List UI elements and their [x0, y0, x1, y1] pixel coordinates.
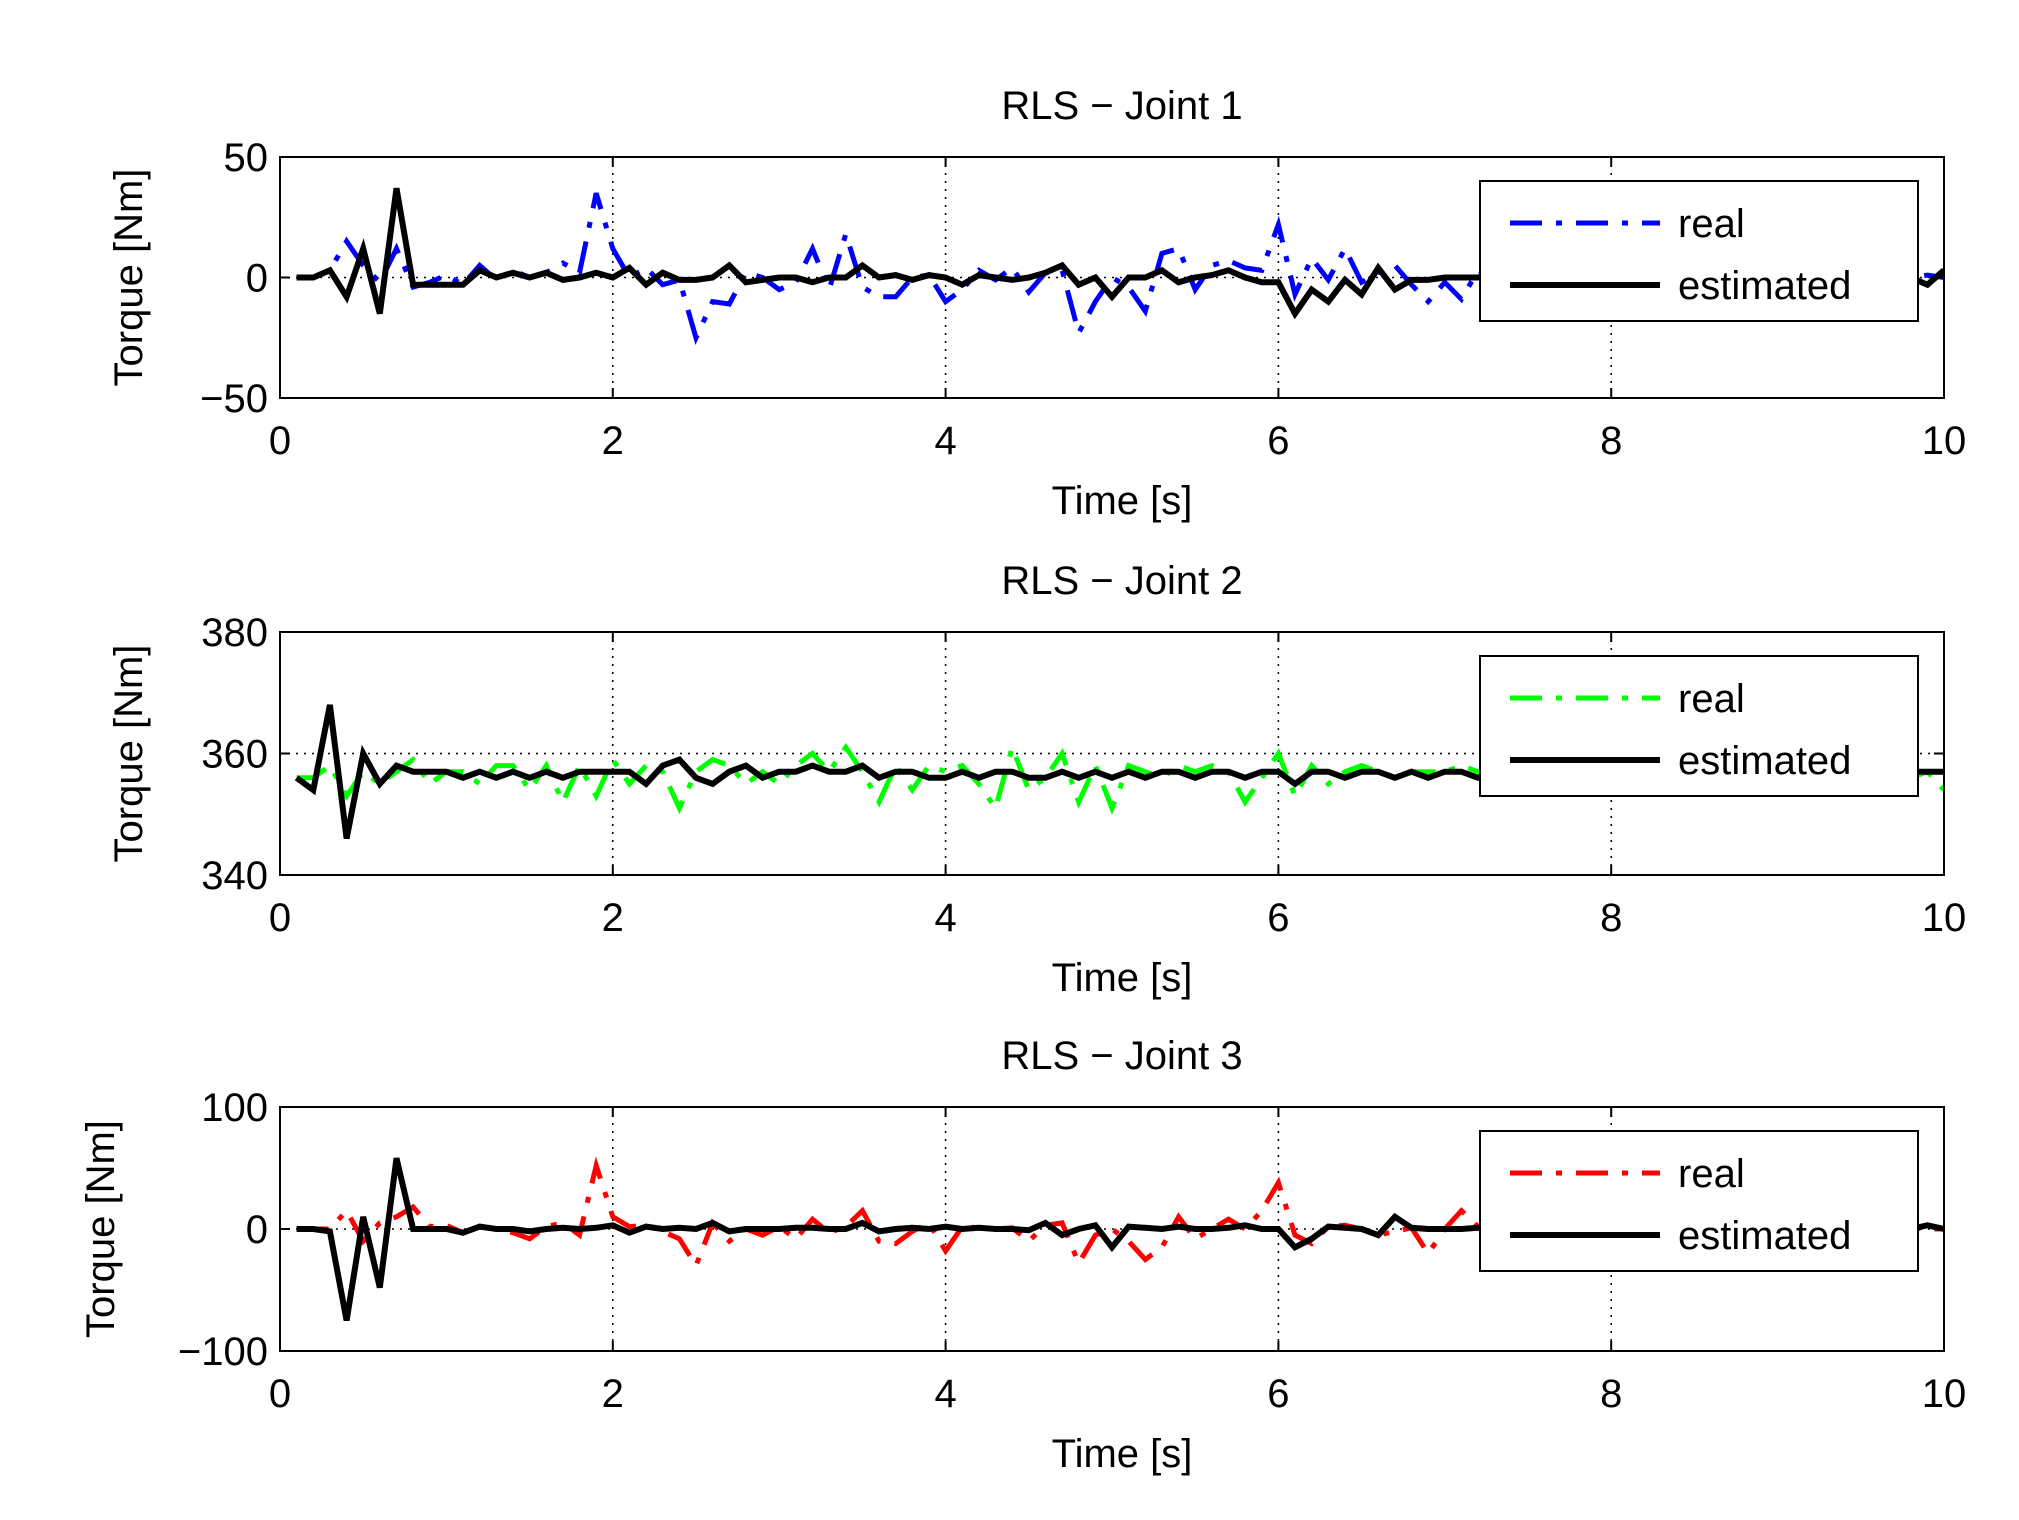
- ytick-label-3-2: 100: [201, 1086, 268, 1130]
- xtick-label-3-3: 6: [1267, 1372, 1289, 1416]
- xtick-label-2-0: 0: [269, 896, 291, 940]
- xtick-label-1-1: 2: [602, 419, 624, 463]
- xtick-label-3-1: 2: [602, 1372, 624, 1416]
- xtick-label-2-5: 10: [1922, 896, 1967, 940]
- xtick-label-1-2: 4: [934, 419, 956, 463]
- legend-joint-1: real estimated: [1479, 180, 1919, 322]
- ytick-label-1-0: −50: [200, 377, 268, 421]
- ylabel-joint-3: Torque [Nm]: [79, 1120, 123, 1338]
- xtick-label-3-5: 10: [1922, 1372, 1967, 1416]
- xtick-label-1-5: 10: [1922, 419, 1967, 463]
- xtick-label-2-3: 6: [1267, 896, 1289, 940]
- ytick-label-3-1: 0: [246, 1208, 268, 1252]
- xlabel-joint-1: Time [s]: [1052, 479, 1193, 523]
- legend-joint-2: real estimated: [1479, 655, 1919, 797]
- ylabel-joint-2: Torque [Nm]: [107, 645, 151, 863]
- xlabel-joint-2: Time [s]: [1052, 956, 1193, 1000]
- legend-box-joint-1: [1479, 180, 1919, 322]
- xtick-label-1-3: 6: [1267, 419, 1289, 463]
- ticks-joint-2: 0 2 4 6 8 10 340 360 380: [201, 611, 1966, 940]
- ytick-label-1-2: 50: [224, 136, 269, 180]
- ytick-label-2-0: 340: [201, 854, 268, 898]
- legend-joint-3: real estimated: [1479, 1130, 1919, 1272]
- xtick-label-1-4: 8: [1600, 419, 1622, 463]
- legend-label-estimated-joint-1: estimated: [1678, 264, 1851, 308]
- title-joint-1: RLS − Joint 1: [1001, 84, 1242, 128]
- ytick-label-2-1: 360: [201, 733, 268, 777]
- legend-label-real-joint-1: real: [1678, 202, 1745, 246]
- legend-box-joint-3: [1479, 1130, 1919, 1272]
- ylabel-joint-1: Torque [Nm]: [107, 169, 151, 387]
- legend-label-estimated-joint-2: estimated: [1678, 739, 1851, 783]
- legend-box-joint-2: [1479, 655, 1919, 797]
- legend-label-real-joint-2: real: [1678, 677, 1745, 721]
- xlabel-joint-3: Time [s]: [1052, 1432, 1193, 1476]
- xtick-label-3-0: 0: [269, 1372, 291, 1416]
- ytick-label-3-0: −100: [178, 1330, 268, 1374]
- title-joint-2: RLS − Joint 2: [1001, 559, 1242, 603]
- title-joint-3: RLS − Joint 3: [1001, 1034, 1242, 1078]
- xtick-label-2-1: 2: [602, 896, 624, 940]
- xtick-label-3-4: 8: [1600, 1372, 1622, 1416]
- legend-label-estimated-joint-3: estimated: [1678, 1214, 1851, 1258]
- xtick-label-2-2: 4: [934, 896, 956, 940]
- legend-label-real-joint-3: real: [1678, 1152, 1745, 1196]
- xtick-label-1-0: 0: [269, 419, 291, 463]
- ytick-label-2-2: 380: [201, 611, 268, 655]
- ytick-label-1-1: 0: [246, 257, 268, 301]
- xtick-label-3-2: 4: [934, 1372, 956, 1416]
- xtick-label-2-4: 8: [1600, 896, 1622, 940]
